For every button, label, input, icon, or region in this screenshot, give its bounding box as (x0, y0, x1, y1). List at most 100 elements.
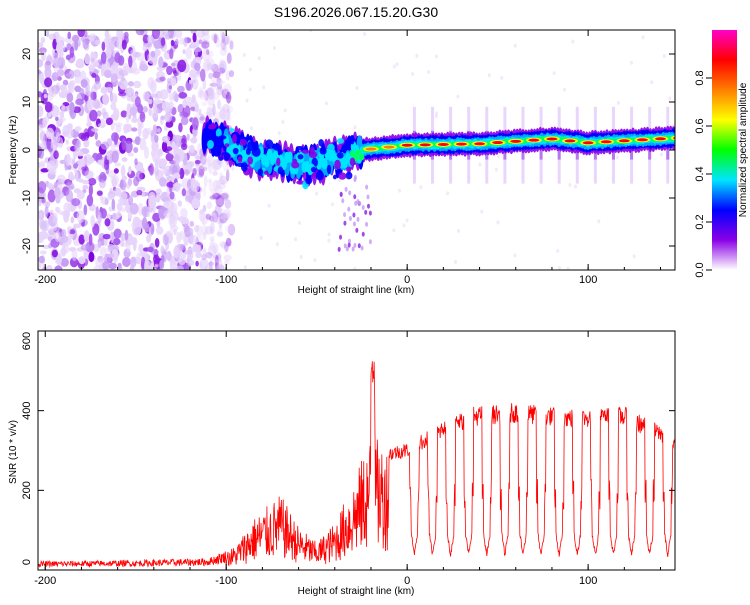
spectrogram-speckle (353, 266, 357, 270)
spectrogram-speckle (181, 137, 186, 144)
spectrogram-speckle (104, 218, 111, 227)
spectrogram-speckle (91, 72, 97, 79)
spectrogram-speckle (81, 166, 87, 171)
spectrogram-speckle (209, 221, 215, 235)
spectrogram-speckle (189, 220, 195, 227)
spectrogram-speckle (54, 265, 63, 270)
spectrogram-speckle (454, 259, 458, 264)
spectrogram-speckle (208, 163, 213, 175)
spectrogram-speckle (212, 92, 220, 100)
spectrogram-blob (277, 166, 284, 175)
spectrogram-speckle (51, 71, 59, 82)
spectrogram-speckle (180, 208, 188, 219)
spectrogram-speckle (83, 248, 88, 259)
spectrogram-x-tick-label: -100 (215, 274, 237, 286)
spectrogram-blob (236, 162, 246, 167)
spectrogram-speckle (97, 159, 104, 166)
spectrogram-speckle (221, 242, 228, 250)
spectrogram-speckle (97, 122, 107, 128)
spectrogram-speckle (201, 101, 208, 107)
spectrogram-speckle (127, 212, 133, 220)
spectrogram-streak (361, 231, 365, 237)
spectrogram-ridge-cell (358, 153, 365, 161)
snr-series-line (38, 361, 675, 569)
spectrogram-speckle (202, 217, 206, 226)
spectrogram-speckle (125, 242, 131, 253)
spectrogram-speckle (41, 50, 46, 62)
spectrogram-speckle (152, 124, 157, 137)
spectrogram-speckle (77, 178, 84, 183)
spectrogram-speckle (158, 56, 164, 68)
spectrogram-speckle (119, 191, 128, 201)
spectrogram-speckle (111, 132, 120, 142)
spectrogram-speckle (160, 245, 165, 256)
spectrogram-speckle (53, 150, 59, 160)
spectrogram-blob (257, 168, 264, 176)
spectrogram-speckle (138, 243, 144, 253)
spectrogram-speckle (219, 212, 228, 224)
spectrogram-speckle (65, 73, 72, 78)
spectrogram-speckle (61, 228, 67, 238)
spectrogram-speckle (44, 101, 53, 113)
spectrogram-speckle (202, 185, 207, 197)
spectrogram-speckle (77, 30, 86, 38)
spectrogram-marks (38, 30, 675, 270)
spectrogram-speckle (324, 101, 328, 106)
spectrogram-speckle (209, 241, 214, 251)
spectrogram-speckle (281, 119, 285, 124)
spectrogram-hotspot (455, 142, 467, 146)
spectrogram-speckle (170, 39, 175, 47)
spectrogram-blob (291, 161, 300, 169)
spectrogram-speckle (134, 96, 141, 108)
spectrogram-speckle (108, 206, 113, 212)
spectrogram-speckle (207, 244, 217, 256)
spectrogram-speckle (224, 225, 231, 233)
snr-y-tick-label: 400 (21, 401, 33, 419)
spectrogram-speckle (84, 94, 88, 102)
spectrogram-blob (295, 146, 304, 151)
spectrogram-streak (366, 194, 370, 200)
spectrogram-speckle (113, 228, 122, 239)
spectrogram-speckle (82, 179, 90, 185)
spectrogram-speckle (128, 165, 132, 175)
spectrogram-speckle (87, 177, 97, 186)
spectrogram-speckle (215, 262, 220, 270)
spectrogram-speckle (120, 110, 128, 118)
spectrogram-speckle (327, 238, 331, 243)
spectrogram-speckle (136, 252, 141, 263)
spectrogram-speckle (173, 144, 179, 155)
spectrogram-hotspot (510, 139, 522, 143)
spectrogram-speckle (38, 42, 44, 48)
spectrogram-speckle (169, 215, 175, 225)
spectrogram-speckle (202, 204, 207, 213)
spectrogram-speckle (222, 43, 227, 52)
snr-y-ticks: 0 200 400 600 (21, 330, 675, 571)
spectrogram-speckle (143, 146, 149, 160)
spectrogram-speckle (208, 72, 213, 79)
spectrogram-streak (339, 192, 343, 198)
spectrogram-speckle (188, 79, 193, 85)
spectrogram-streak (368, 210, 372, 216)
spectrogram-speckle (56, 41, 63, 55)
spectrogram-speckle (154, 49, 159, 59)
spectrogram-speckle (215, 195, 225, 208)
spectrogram-blob (336, 138, 344, 144)
spectrogram-blob (273, 143, 281, 151)
spectrogram-speckle (213, 111, 222, 120)
spectrogram-speckle (217, 228, 223, 236)
spectrogram-speckle (44, 77, 53, 88)
spectrogram-speckle (82, 38, 89, 50)
spectrogram-blob (346, 166, 351, 172)
spectrogram-x-tick-label: 100 (579, 274, 597, 286)
spectrogram-speckle (69, 101, 75, 114)
spectrogram-speckle (211, 210, 219, 223)
spectrogram-speckle (44, 205, 49, 218)
spectrogram-hotspot (636, 138, 648, 142)
spectrogram-speckle (133, 146, 139, 154)
spectrogram-speckle (415, 53, 419, 58)
spectrogram-speckle (668, 96, 672, 101)
spectrogram-speckle (173, 246, 180, 259)
colorbar-tick-label: 0.4 (694, 166, 706, 181)
spectrogram-speckle (94, 131, 98, 140)
